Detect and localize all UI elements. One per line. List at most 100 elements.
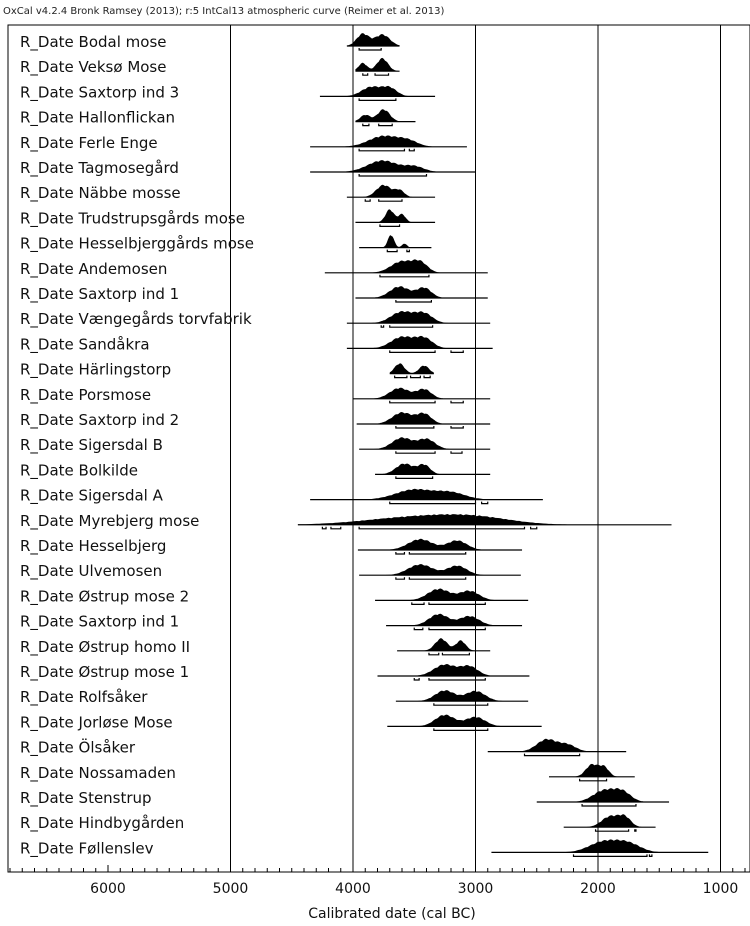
hpd-range-bracket xyxy=(429,628,485,630)
hpd-range-bracket xyxy=(375,73,388,75)
hpd-range-bracket xyxy=(424,376,430,378)
hpd-range-bracket xyxy=(409,552,465,554)
row-label: R_Date Nossamaden xyxy=(20,764,176,783)
hpd-range-bracket xyxy=(390,502,476,504)
hpd-range-bracket xyxy=(396,476,433,478)
row-label: R_Date Trudstrupsgårds mose xyxy=(20,209,245,228)
row-label: R_Date Porsmose xyxy=(20,386,151,405)
probability-density xyxy=(397,638,490,651)
hpd-range-bracket xyxy=(359,527,524,529)
hpd-range-bracket xyxy=(390,401,435,403)
hpd-range-bracket xyxy=(414,678,419,680)
hpd-range-bracket xyxy=(451,350,463,352)
hpd-range-bracket xyxy=(429,602,485,604)
hpd-range-bracket xyxy=(396,426,434,428)
probability-density xyxy=(310,489,543,500)
date-row: R_Date Østrup homo II xyxy=(20,638,490,657)
row-label: R_Date Østrup mose 1 xyxy=(20,663,189,682)
hpd-range-bracket xyxy=(359,174,426,176)
row-label: R_Date Østrup mose 2 xyxy=(20,587,189,606)
date-row: R_Date Saxtorp ind 1 xyxy=(20,613,522,632)
row-label: R_Date Tagmosegård xyxy=(20,159,179,178)
date-row: R_Date Myrebjerg mose xyxy=(20,512,672,531)
hpd-range-bracket xyxy=(363,73,368,75)
row-label: R_Date Bodal mose xyxy=(20,33,167,52)
date-row: R_Date Ferle Enge xyxy=(20,134,467,153)
date-row: R_Date Ölsåker xyxy=(20,738,626,758)
row-label: R_Date Ulvemosen xyxy=(20,562,162,581)
hpd-range-bracket xyxy=(411,376,421,378)
hpd-range-bracket xyxy=(442,653,469,655)
probability-density xyxy=(564,814,656,827)
row-label: R_Date Ferle Enge xyxy=(20,134,158,153)
date-row: R_Date Saxtorp ind 1 xyxy=(20,285,488,304)
hpd-range-bracket xyxy=(396,552,405,554)
hpd-range-bracket xyxy=(331,527,341,529)
date-row: R_Date Hesselbjerg xyxy=(20,537,522,556)
probability-density xyxy=(298,514,672,525)
row-label: R_Date Härlingstorp xyxy=(20,361,171,380)
x-axis-label: Calibrated date (cal BC) xyxy=(308,906,476,922)
row-label: R_Date Andemosen xyxy=(20,260,167,279)
hpd-range-bracket xyxy=(451,426,463,428)
row-label: R_Date Sigersdal A xyxy=(20,487,164,506)
hpd-range-bracket xyxy=(359,98,396,100)
hpd-range-bracket xyxy=(580,779,607,781)
probability-density xyxy=(537,788,669,802)
tick-label: 2000 xyxy=(580,881,616,897)
row-label: R_Date Rolfsåker xyxy=(20,688,148,707)
hpd-range-bracket xyxy=(409,577,465,579)
hpd-range-bracket xyxy=(596,829,629,831)
date-row: R_Date Bodal mose xyxy=(20,33,400,52)
probability-density xyxy=(310,160,475,172)
date-row: R_Date Østrup mose 1 xyxy=(20,663,529,682)
hpd-range-bracket xyxy=(359,149,404,151)
date-row: R_Date Näbbe mosse xyxy=(20,184,435,203)
date-row: R_Date Vængegårds torvfabrik xyxy=(20,310,490,329)
probability-density xyxy=(347,185,435,197)
date-row: R_Date Saxtorp ind 3 xyxy=(20,83,435,102)
hpd-range-bracket xyxy=(531,527,537,529)
date-row: R_Date Bolkilde xyxy=(20,461,490,480)
row-label: R_Date Stenstrup xyxy=(20,789,152,808)
probability-density xyxy=(320,86,435,97)
gridlines xyxy=(231,25,721,872)
hpd-range-bracket xyxy=(379,124,392,126)
hpd-range-bracket xyxy=(395,376,407,378)
row-label: R_Date Saxtorp ind 1 xyxy=(20,613,179,632)
probability-density xyxy=(357,412,491,424)
hpd-range-bracket xyxy=(407,250,409,252)
probability-density xyxy=(358,539,522,550)
tick-label: 1000 xyxy=(703,881,739,897)
row-label: R_Date Vængegårds torvfabrik xyxy=(20,310,252,329)
probability-density xyxy=(347,33,400,46)
row-label: R_Date Veksø Mose xyxy=(20,58,166,77)
hpd-range-bracket xyxy=(451,451,462,453)
hpd-range-bracket xyxy=(582,804,636,806)
hpd-range-bracket xyxy=(574,854,648,856)
date-row: R_Date Nossamaden xyxy=(20,764,635,783)
row-label: R_Date Bolkilde xyxy=(20,461,138,480)
probability-density xyxy=(355,58,399,71)
probability-density xyxy=(549,764,635,777)
date-row: R_Date Sigersdal B xyxy=(20,436,490,455)
hpd-range-bracket xyxy=(380,275,429,277)
probability-density xyxy=(390,363,434,373)
probability-density xyxy=(375,589,528,601)
hpd-range-bracket xyxy=(414,628,423,630)
date-row: R_Date Tagmosegård xyxy=(20,159,476,178)
tick-label: 3000 xyxy=(458,881,494,897)
row-label: R_Date Hesselbjerggårds mose xyxy=(20,235,254,254)
probability-density xyxy=(347,336,493,349)
date-rows: R_Date Bodal mose R_Date Veksø Mose R_Date… xyxy=(20,33,708,858)
probability-density xyxy=(491,839,708,852)
probability-density xyxy=(488,739,626,752)
row-label: R_Date Saxtorp ind 3 xyxy=(20,83,179,102)
date-row: R_Date Østrup mose 2 xyxy=(20,587,528,606)
hpd-range-bracket xyxy=(380,224,400,226)
row-label: R_Date Näbbe mosse xyxy=(20,184,181,203)
hpd-range-bracket xyxy=(322,527,326,529)
row-label: R_Date Østrup homo II xyxy=(20,638,190,657)
probability-density xyxy=(325,259,488,272)
row-label: R_Date Hindbygården xyxy=(20,814,184,833)
